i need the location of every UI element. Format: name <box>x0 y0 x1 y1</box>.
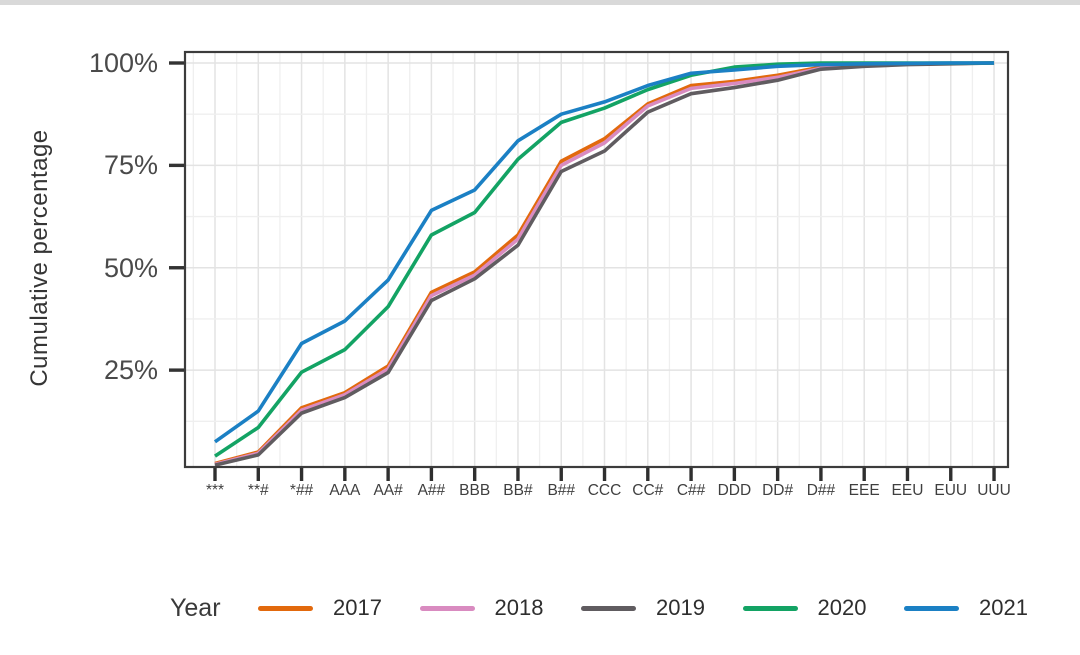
legend-label-2021: 2021 <box>978 595 1028 620</box>
x-tick-label: CC# <box>632 482 664 499</box>
x-tick-label: B## <box>547 482 576 499</box>
legend-label-2020: 2020 <box>817 595 867 620</box>
x-tick-label: UUU <box>977 482 1011 499</box>
x-tick-label: A## <box>417 482 446 499</box>
x-tick-label: *## <box>289 482 314 499</box>
y-tick-label-100: 100% <box>88 48 158 78</box>
x-tick-label: AAA <box>329 482 361 499</box>
legend-swatch-2017 <box>258 605 314 611</box>
y-tick-label-50: 50% <box>103 252 158 283</box>
x-tick-label: DD# <box>762 482 794 499</box>
x-tick-label: D## <box>806 482 836 499</box>
x-tick-label: BBB <box>459 482 491 499</box>
panel-border <box>183 50 1010 469</box>
legend-swatch-2018 <box>419 605 475 611</box>
legend-label-2018: 2018 <box>494 595 544 620</box>
series-line-2021 <box>213 61 995 444</box>
x-tick-label: EEU <box>891 482 924 499</box>
y-tick-label-25: 25% <box>103 355 158 386</box>
legend-item-2021: 2021 <box>903 595 1028 621</box>
x-tick-label: CCC <box>587 482 622 499</box>
legend: Year 2017 2018 2019 2020 2021 <box>170 586 1028 630</box>
x-tick-label: **# <box>247 482 269 499</box>
legend-swatch-2021 <box>903 605 959 611</box>
x-tick-label: BB# <box>503 482 533 499</box>
series-line-2019 <box>214 61 995 467</box>
legend-label-2017: 2017 <box>333 595 382 620</box>
x-tick-label: AA# <box>373 482 403 499</box>
y-axis-title: Cumulative percentage <box>26 129 53 387</box>
x-tick-label: EUU <box>934 482 968 499</box>
top-edge-strip <box>0 0 1080 5</box>
legend-item-2019: 2019 <box>581 595 705 621</box>
x-tick-label: EEE <box>848 482 880 499</box>
legend-item-2020: 2020 <box>742 595 867 621</box>
legend-label-2019: 2019 <box>656 595 705 620</box>
legend-item-2017: 2017 <box>258 595 382 621</box>
y-tick-label-75: 75% <box>103 150 158 181</box>
x-tick-label: C## <box>676 482 706 499</box>
legend-title: Year <box>170 593 221 622</box>
x-tick-label: DDD <box>717 482 752 499</box>
plot-panel <box>185 52 1008 467</box>
legend-swatch-2019 <box>581 605 637 611</box>
legend-item-2018: 2018 <box>419 595 544 621</box>
x-tick-label: *** <box>205 482 225 499</box>
legend-swatch-2020 <box>742 605 798 611</box>
